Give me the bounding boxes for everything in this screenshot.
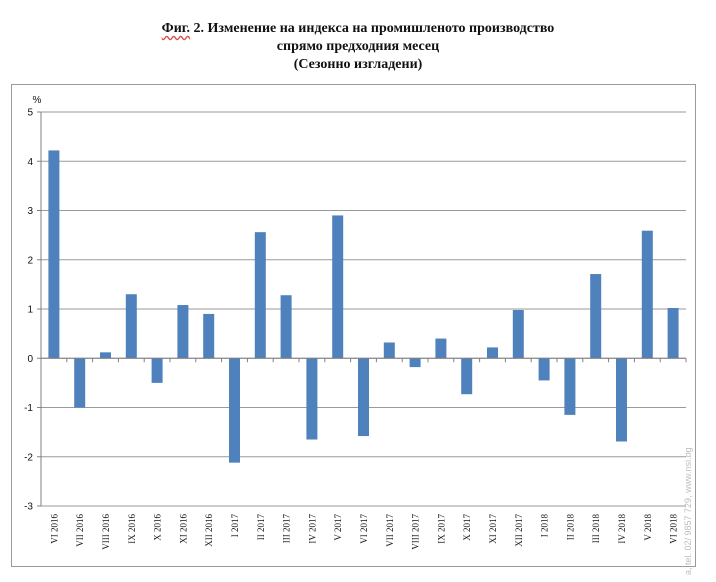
chart-frame — [11, 84, 696, 567]
x-tick-label: VI 2017 — [359, 514, 369, 544]
bar — [280, 295, 292, 359]
y-axis-label: % — [33, 95, 42, 106]
y-tick-label: 3 — [27, 206, 33, 217]
bar — [74, 358, 86, 408]
bar — [254, 232, 266, 359]
bar — [203, 313, 215, 359]
bar — [512, 309, 524, 359]
x-tick-label: II 2017 — [256, 514, 266, 541]
x-tick-label: I 2017 — [230, 514, 240, 538]
bar — [667, 308, 679, 359]
title-prefix: Фиг. — [161, 21, 191, 36]
x-tick-label: IV 2017 — [307, 514, 317, 544]
title-line-3: (Сезонно изгладени) — [293, 57, 423, 72]
y-tick-label: 1 — [27, 305, 33, 316]
x-tick-label: VII 2017 — [385, 514, 395, 547]
bar — [461, 358, 473, 395]
x-tick-label: VIII 2016 — [101, 514, 111, 550]
bar — [229, 358, 240, 463]
bar — [383, 342, 395, 359]
y-tick-label: -1 — [24, 403, 33, 414]
title-line-1: Фиг. 2. Изменение на индекса на промишле… — [0, 20, 716, 38]
x-tick-label: X 2017 — [462, 514, 472, 541]
x-tick-label: XI 2016 — [178, 514, 188, 544]
x-tick-label: XII 2016 — [204, 514, 214, 547]
x-tick-label: V 2018 — [643, 514, 653, 541]
bar — [435, 338, 447, 359]
y-tick-label: -3 — [24, 502, 33, 513]
bar — [48, 150, 60, 359]
x-tick-label: VI 2018 — [669, 514, 679, 544]
x-tick-label: IV 2018 — [617, 514, 627, 544]
x-tick-label: XII 2017 — [514, 514, 524, 547]
x-tick-label: VIII 2017 — [411, 514, 421, 550]
x-tick-label: VI 2016 — [49, 514, 59, 544]
title-line-1-rest: 2. Изменение на индекса на промишленото … — [190, 21, 555, 36]
x-tick-label: V 2017 — [333, 514, 343, 541]
x-tick-label: II 2018 — [565, 514, 575, 541]
bar — [564, 358, 576, 415]
bar — [151, 358, 163, 383]
x-tick-label: IX 2016 — [127, 514, 137, 544]
bar — [590, 274, 602, 359]
watermark-text: a, tel. 02/ 9857 729, www.nsi.bg — [683, 447, 693, 575]
bar — [641, 230, 653, 359]
bar — [306, 358, 318, 440]
bar — [100, 352, 111, 359]
x-tick-label: III 2018 — [591, 514, 601, 544]
x-tick-label: IX 2017 — [436, 514, 446, 544]
x-tick-label: III 2017 — [282, 514, 292, 544]
y-tick-label: 0 — [27, 354, 33, 365]
y-tick-label: 5 — [27, 108, 33, 119]
title-line-2: спрямо предходния месец — [276, 39, 440, 54]
bar — [332, 215, 344, 359]
bar — [125, 294, 137, 359]
x-tick-label: X 2016 — [153, 514, 163, 541]
bar — [177, 305, 189, 359]
x-tick-label: XI 2017 — [488, 514, 498, 544]
x-tick-label: VII 2016 — [75, 514, 85, 547]
y-tick-label: 2 — [27, 255, 33, 266]
bar — [409, 358, 421, 368]
y-tick-label: -2 — [24, 452, 33, 463]
bar — [358, 358, 369, 437]
bar — [487, 347, 498, 359]
bar — [616, 358, 627, 442]
bar — [538, 358, 550, 381]
x-tick-label: I 2018 — [540, 514, 550, 538]
chart-title: Фиг. 2. Изменение на индекса на промишле… — [0, 20, 716, 74]
y-tick-label: 4 — [27, 157, 33, 168]
